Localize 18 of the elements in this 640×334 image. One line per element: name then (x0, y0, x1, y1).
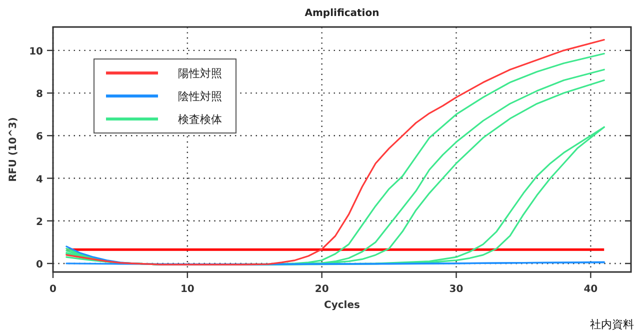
x-axis-title: Cycles (324, 300, 360, 311)
chart-title: Amplification (304, 8, 380, 19)
y-tick-label: 6 (36, 132, 44, 143)
x-tick-label: 20 (314, 284, 329, 295)
x-tick-label: 10 (180, 284, 194, 295)
y-axis-title: RFU (10^3) (8, 117, 19, 182)
y-tick-label: 8 (36, 89, 44, 100)
legend-label: 陽性対照 (178, 67, 222, 80)
x-tick-label: 40 (584, 284, 598, 295)
y-tick-label: 2 (36, 216, 44, 228)
y-tick-label: 4 (36, 174, 44, 186)
text: 社内資料 (590, 318, 634, 331)
legend-label: 陰性対照 (178, 90, 222, 103)
y-tick-label: 0 (36, 259, 44, 270)
x-tick-label: 0 (50, 284, 57, 295)
x-tick-label: 30 (449, 284, 464, 295)
y-tick-label: 10 (29, 46, 44, 58)
legend-label: 検査検体 (178, 113, 222, 126)
